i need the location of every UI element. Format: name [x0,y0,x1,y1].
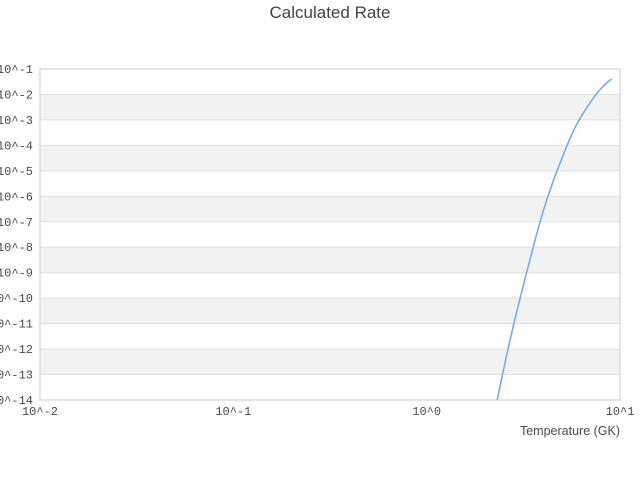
svg-text:10^-2: 10^-2 [0,89,33,103]
svg-text:10^-6: 10^-6 [0,190,33,204]
svg-text:10^-10: 10^-10 [0,292,33,306]
svg-text:Temperature (GK): Temperature (GK) [520,424,620,438]
svg-text:10^-3: 10^-3 [0,114,33,128]
svg-text:10^0: 10^0 [412,405,441,419]
svg-text:10^-1: 10^-1 [0,63,33,77]
svg-text:10^-9: 10^-9 [0,267,33,281]
svg-text:10^-4: 10^-4 [0,139,33,153]
svg-text:10^-1: 10^-1 [215,405,251,419]
svg-text:10^-8: 10^-8 [0,241,33,255]
svg-text:10^-13: 10^-13 [0,369,33,383]
svg-text:10^-2: 10^-2 [22,405,58,419]
svg-text:10^-12: 10^-12 [0,343,33,357]
svg-text:10^1: 10^1 [606,405,635,419]
svg-text:10^-11: 10^-11 [0,318,33,332]
svg-text:10^-7: 10^-7 [0,216,33,230]
svg-text:10^-5: 10^-5 [0,165,33,179]
